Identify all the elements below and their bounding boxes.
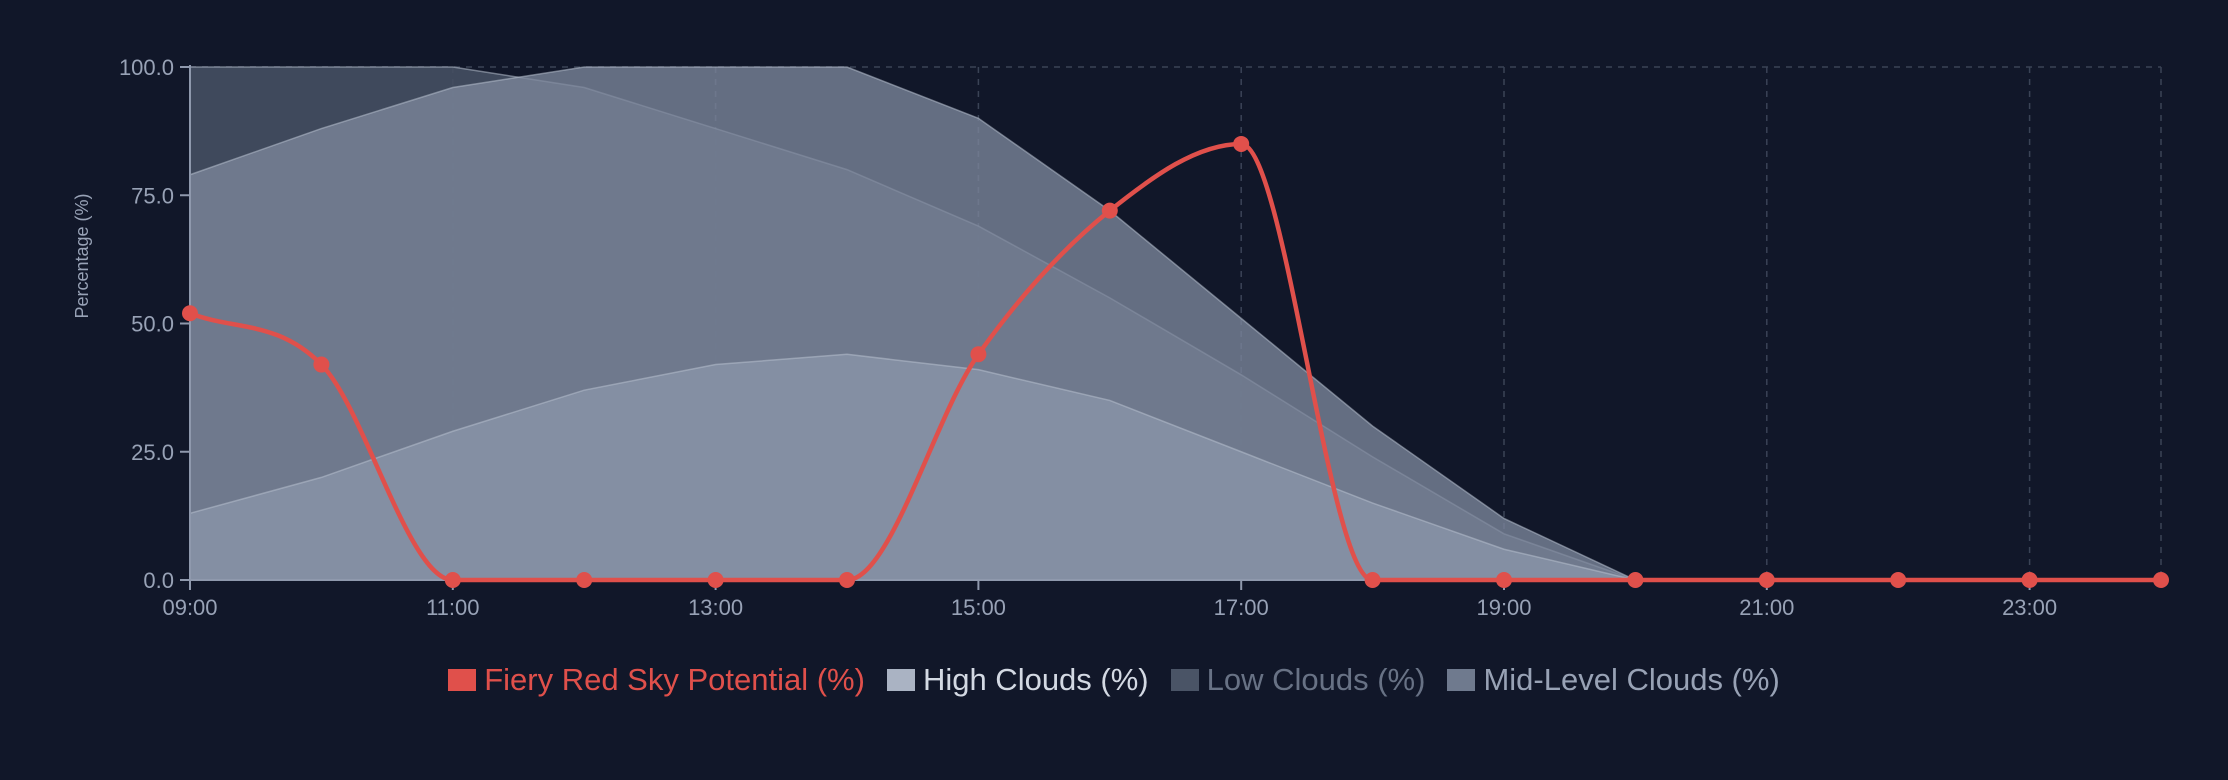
- x-tick-label: 09:00: [162, 595, 217, 620]
- legend-item[interactable]: High Clouds (%): [886, 662, 1149, 698]
- legend-swatch: [1447, 669, 1476, 691]
- x-tick-label: 15:00: [951, 595, 1006, 620]
- x-tick-label: 23:00: [2002, 595, 2057, 620]
- area-series: [189, 66, 2161, 581]
- y-tick-label: 100.0: [119, 55, 174, 80]
- data-point[interactable]: [1101, 202, 1118, 219]
- data-point[interactable]: [1364, 572, 1381, 588]
- data-point[interactable]: [839, 572, 855, 588]
- y-tick-label: 0.0: [143, 568, 174, 593]
- legend-item[interactable]: Mid-Level Clouds (%): [1447, 662, 1780, 698]
- data-point[interactable]: [1890, 572, 1907, 588]
- data-point[interactable]: [707, 572, 724, 588]
- legend: Fiery Red Sky Potential (%) High Clouds (…: [0, 662, 2228, 698]
- data-point[interactable]: [1627, 572, 1644, 588]
- legend-swatch: [1170, 669, 1199, 691]
- data-point[interactable]: [1758, 572, 1775, 588]
- x-tick-label: 21:00: [1739, 595, 1794, 620]
- area-high-clouds: [190, 354, 2161, 580]
- legend-label: Low Clouds (%): [1206, 662, 1426, 697]
- data-point[interactable]: [2021, 572, 2038, 588]
- data-point[interactable]: [182, 305, 198, 322]
- legend-label: Fiery Red Sky Potential (%): [484, 662, 865, 697]
- data-point[interactable]: [444, 572, 461, 588]
- y-tick-label: 75.0: [131, 183, 174, 208]
- x-tick-label: 13:00: [688, 595, 743, 620]
- x-tick-label: 17:00: [1214, 595, 1269, 620]
- x-tick-label: 19:00: [1476, 595, 1531, 620]
- y-axis-label: Percentage (%): [72, 193, 92, 318]
- data-point[interactable]: [2153, 572, 2169, 588]
- legend-item[interactable]: Low Clouds (%): [1170, 662, 1426, 698]
- data-point[interactable]: [576, 572, 593, 588]
- line-fiery-red-sky-potential: [189, 141, 2161, 583]
- legend-swatch: [886, 669, 915, 691]
- tick-labels: 0.0 25.0 50.0 75.0 100.0 09:00 11:00 13:00 15:00…: [119, 55, 2057, 620]
- data-point[interactable]: [970, 346, 987, 363]
- x-tick-label: 11:00: [426, 595, 479, 620]
- data-point[interactable]: [1233, 135, 1250, 152]
- legend-label: Mid-Level Clouds (%): [1483, 662, 1780, 697]
- data-point[interactable]: [313, 356, 330, 373]
- line-series: [182, 135, 2169, 588]
- data-point[interactable]: [1496, 572, 1512, 588]
- y-tick-label: 50.0: [131, 312, 174, 337]
- legend-label: High Clouds (%): [922, 662, 1149, 697]
- legend-swatch: [448, 669, 477, 691]
- y-tick-label: 25.0: [131, 440, 174, 465]
- legend-item[interactable]: Fiery Red Sky Potential (%): [448, 662, 865, 698]
